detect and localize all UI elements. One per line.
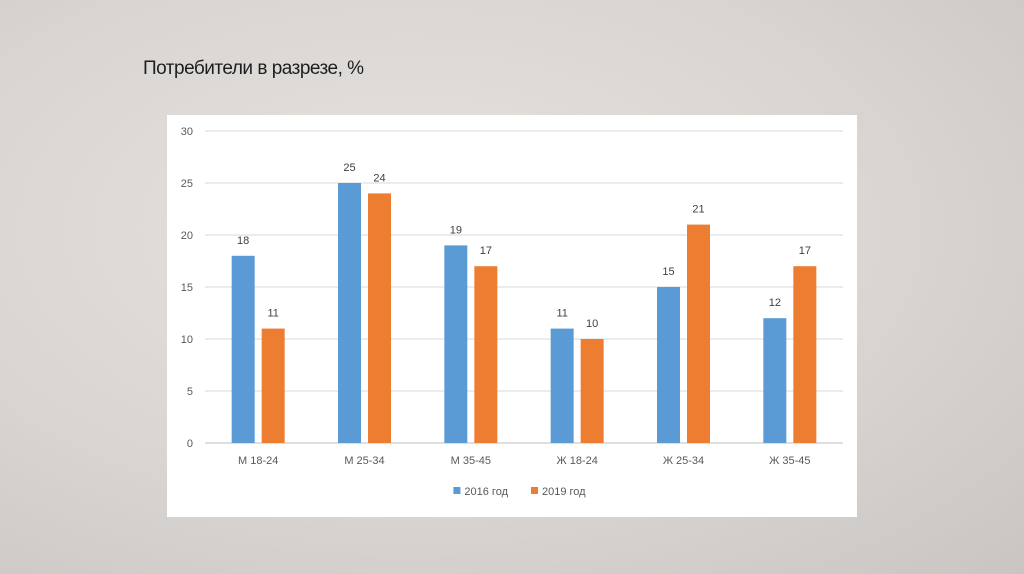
y-tick-label: 0 bbox=[187, 438, 193, 450]
data-label: 17 bbox=[799, 245, 811, 257]
data-label: 11 bbox=[556, 308, 567, 320]
bar bbox=[338, 183, 361, 443]
y-tick-label: 25 bbox=[181, 178, 193, 190]
data-label: 21 bbox=[692, 204, 704, 216]
bar bbox=[231, 255, 255, 443]
legend-label: 2019 год bbox=[542, 486, 586, 498]
bar bbox=[763, 318, 787, 443]
bar bbox=[657, 287, 680, 443]
legend-swatch bbox=[453, 487, 461, 494]
bar bbox=[474, 266, 498, 443]
slide-title: Потребители в разрезе, % bbox=[143, 58, 364, 79]
x-tick-label: Ж 25-34 bbox=[663, 455, 704, 467]
y-tick-label: 10 bbox=[181, 334, 193, 346]
bar bbox=[261, 328, 285, 443]
data-label: 18 bbox=[237, 235, 249, 247]
bar bbox=[550, 328, 574, 443]
x-tick-label: Ж 18-24 bbox=[556, 455, 597, 467]
data-label: 25 bbox=[343, 162, 355, 174]
bar bbox=[444, 245, 468, 443]
bar bbox=[580, 339, 604, 443]
data-label: 11 bbox=[267, 308, 278, 320]
bar bbox=[793, 266, 817, 443]
data-label: 12 bbox=[769, 297, 781, 309]
y-tick-label: 15 bbox=[181, 282, 193, 294]
bar bbox=[687, 224, 710, 443]
x-tick-label: М 35-45 bbox=[451, 455, 491, 467]
data-label: 15 bbox=[662, 266, 674, 278]
legend-label: 2016 год bbox=[464, 486, 508, 498]
x-tick-label: Ж 35-45 bbox=[769, 455, 810, 467]
data-label: 24 bbox=[373, 172, 385, 184]
legend-swatch bbox=[531, 487, 538, 494]
bar-chart: 0 5 10 15 20 25 30 18 11 М 18-24 25 24 М 25-34 19 17 М … bbox=[181, 126, 843, 498]
chart-panel: 0 5 10 15 20 25 30 18 11 М 18-24 25 24 М 25-34 19 17 М … bbox=[167, 115, 857, 517]
data-label: 10 bbox=[586, 318, 598, 330]
y-tick-label: 5 bbox=[187, 386, 193, 398]
y-tick-label: 20 bbox=[181, 230, 193, 242]
data-label: 19 bbox=[450, 224, 462, 236]
bar bbox=[368, 193, 391, 443]
x-tick-label: М 25-34 bbox=[344, 455, 384, 467]
y-tick-label: 30 bbox=[181, 126, 193, 138]
data-label: 17 bbox=[480, 245, 492, 257]
x-tick-label: М 18-24 bbox=[238, 455, 278, 467]
